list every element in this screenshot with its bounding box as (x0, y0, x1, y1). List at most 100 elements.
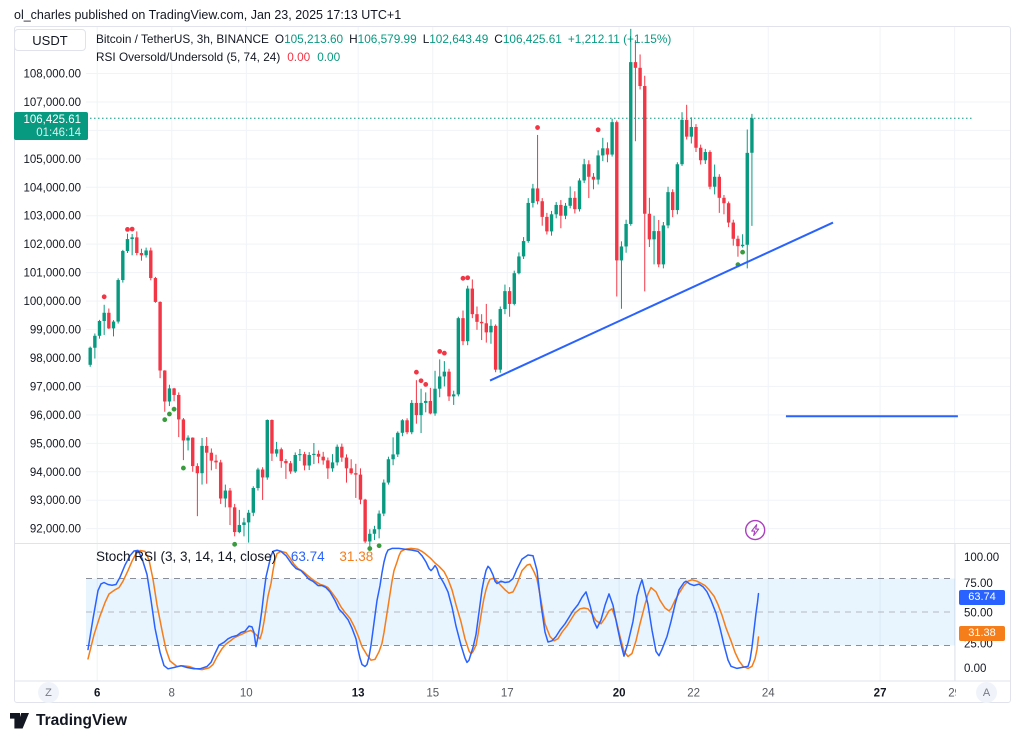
timezone-button[interactable]: Z (38, 682, 59, 703)
candle-body (111, 321, 116, 329)
candle-body (298, 454, 302, 456)
price-axis-label: 107,000.00 (23, 97, 81, 109)
candle-body (535, 188, 540, 202)
candle-body (461, 318, 465, 342)
candle-body (228, 490, 232, 508)
candle-body (312, 453, 316, 455)
candle-body (349, 468, 353, 474)
price-axis-label: 95,000.00 (30, 438, 81, 450)
time-axis-label: 13 (352, 688, 365, 700)
candle-body (638, 67, 642, 87)
candle-body (484, 323, 488, 333)
candle-body (433, 388, 437, 414)
candle-body (368, 533, 372, 542)
candle-body (498, 309, 502, 370)
stoch-rsi-legend[interactable]: Stoch RSI (3, 3, 14, 14, close) 63.74 31… (96, 549, 373, 564)
chart-plot-area[interactable]: 108,000.00107,000.00106,000.00105,000.00… (15, 27, 1010, 700)
auto-scale-button[interactable]: A (976, 682, 997, 703)
lightning-icon[interactable] (744, 519, 766, 541)
stoch-k-axis-label: 63.74 (959, 590, 1005, 605)
candle-body (232, 507, 237, 533)
candle-body (223, 490, 228, 499)
price-axis-label: 99,000.00 (30, 325, 81, 337)
candle-body (521, 241, 526, 257)
candle-body (694, 126, 698, 148)
indicator-value-undersold: 0.00 (317, 50, 341, 64)
symbol-search-label: USDT (32, 32, 68, 48)
candle-body (186, 437, 190, 441)
oversold-dot (376, 543, 382, 549)
candle-body (270, 419, 274, 454)
chart-legend: Bitcoin / TetherUS, 3h, BINANCE O105,213… (96, 32, 671, 64)
price-axis-label: 94,000.00 (30, 467, 81, 479)
candle-body (97, 320, 102, 336)
overbought-dot (441, 350, 447, 356)
tradingview-footer[interactable]: TradingView (10, 712, 127, 730)
overbought-dot (465, 275, 471, 281)
candle-body (125, 239, 130, 252)
symbol-search-button[interactable]: USDT (14, 29, 86, 51)
oversold-dot (171, 406, 177, 412)
candle-body (736, 238, 740, 247)
candle-body (93, 335, 97, 348)
legend-open: O105,213.60 (274, 32, 344, 46)
candle-body (107, 312, 111, 329)
candle-body (316, 453, 321, 457)
time-axis-label: 17 (501, 688, 514, 700)
legend-high: H106,579.99 (349, 32, 417, 46)
candle-body (526, 202, 530, 242)
time-axis-label: 20 (613, 688, 626, 700)
price-axis-label: 97,000.00 (30, 381, 81, 393)
candle-body (545, 216, 549, 232)
price-axis-label: 93,000.00 (30, 495, 81, 507)
candle-body (88, 347, 92, 365)
candle-body (246, 512, 251, 523)
price-axis-label: 98,000.00 (30, 353, 81, 365)
candle-body (102, 312, 106, 321)
candle-body (410, 402, 414, 433)
overbought-dot (414, 369, 419, 375)
candle-body (661, 225, 666, 265)
legend-indicator-row[interactable]: RSI Oversold/Undersold (5, 74, 24) 0.00 … (96, 50, 671, 64)
bar-countdown: 01:46:14 (36, 127, 81, 139)
candle-body (279, 449, 283, 461)
candle-body (615, 122, 619, 261)
stoch-axis-label: 75.00 (964, 578, 993, 590)
candle-body (596, 155, 600, 180)
candle-body (149, 250, 153, 279)
candle-body (265, 419, 269, 478)
candle-body (363, 499, 367, 542)
candle-body (135, 237, 139, 254)
candle-body (242, 522, 246, 525)
time-axis-label: 15 (426, 688, 439, 700)
chart-widget-frame (14, 26, 1011, 703)
current-price-value: 106,425.61 (23, 114, 81, 126)
time-axis-label: 29 (948, 688, 961, 700)
price-axis-label: 105,000.00 (23, 154, 81, 166)
price-axis-label: 104,000.00 (23, 182, 81, 194)
candle-body (358, 474, 363, 500)
candle-body (717, 176, 721, 198)
legend-symbol-title: Bitcoin / TetherUS, 3h, BINANCE (96, 32, 269, 46)
trendline-drawing[interactable] (489, 221, 834, 382)
candle-body (144, 250, 148, 256)
candle-body (633, 62, 638, 68)
candle-body (591, 176, 596, 180)
stoch-axis-label: 100.00 (964, 552, 999, 564)
candle-body (750, 118, 754, 153)
legend-symbol-row[interactable]: Bitcoin / TetherUS, 3h, BINANCE O105,213… (96, 32, 671, 46)
overbought-dot (418, 378, 424, 384)
candle-body (340, 446, 344, 458)
candle-body (465, 288, 470, 342)
candle-body (698, 147, 703, 161)
candle-body (372, 529, 377, 534)
candle-body (326, 460, 330, 469)
candle-body (573, 197, 577, 210)
candle-body (629, 62, 633, 224)
candle-body (740, 244, 745, 247)
time-axis-label: 22 (687, 688, 700, 700)
candle-body (214, 460, 218, 463)
candle-body (354, 473, 358, 475)
candle-body (424, 400, 428, 403)
